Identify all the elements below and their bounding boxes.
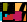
Bar [11,15,12,16]
Bar [8,16,10,20]
Legend: C11, C12, C44, C11-C12, C11+2C12: C11, C12, C44, C11-C12, C11+2C12 [0,0,3,22]
Bar [11,16,12,17]
Bar [11,15,12,20]
Legend: Bulk modulus B, Shear modulus G, Young's modulus E: Bulk modulus B, Shear modulus G, Young's… [0,13,14,22]
Text: (b): (b) [15,3,27,22]
Bar [4,18,5,20]
Text: (a): (a) [4,3,27,22]
Bar [11,18,12,19]
Bar [11,19,12,20]
Bar [7,16,9,20]
Text: (c): (c) [4,12,27,22]
Text: (d): (d) [15,12,27,22]
Bar [11,17,12,18]
